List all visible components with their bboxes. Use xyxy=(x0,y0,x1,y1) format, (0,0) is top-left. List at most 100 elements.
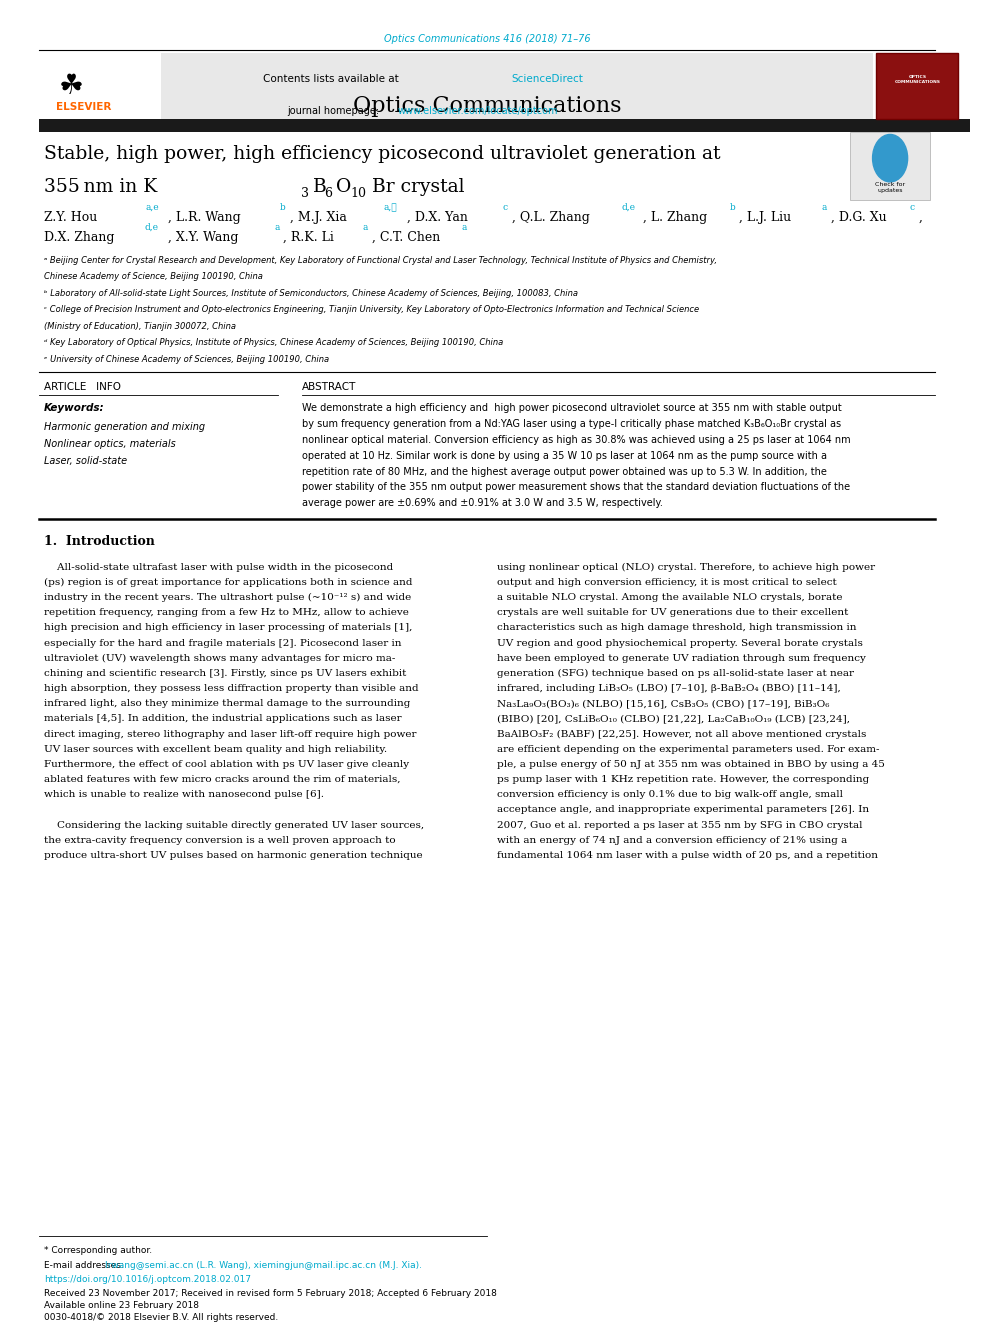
Text: , R.K. Li: , R.K. Li xyxy=(284,230,338,243)
Text: Stable, high power, high efficiency picosecond ultraviolet generation at: Stable, high power, high efficiency pico… xyxy=(44,146,720,163)
Text: 355 nm in K: 355 nm in K xyxy=(44,177,157,196)
Text: * Corresponding author.: * Corresponding author. xyxy=(44,1245,152,1254)
Text: the extra-cavity frequency conversion is a well proven approach to: the extra-cavity frequency conversion is… xyxy=(44,836,396,844)
Text: We demonstrate a high efficiency and  high power picosecond ultraviolet source a: We demonstrate a high efficiency and hig… xyxy=(302,404,841,413)
Text: ᵉ University of Chinese Academy of Sciences, Beijing 100190, China: ᵉ University of Chinese Academy of Scien… xyxy=(44,355,329,364)
Text: ᵈ Key Laboratory of Optical Physics, Institute of Physics, Chinese Academy of Sc: ᵈ Key Laboratory of Optical Physics, Ins… xyxy=(44,339,503,347)
Text: ARTICLE   INFO: ARTICLE INFO xyxy=(44,382,121,392)
Text: ultraviolet (UV) wavelength shows many advantages for micro ma-: ultraviolet (UV) wavelength shows many a… xyxy=(44,654,395,663)
Text: , D.G. Xu: , D.G. Xu xyxy=(830,210,890,224)
Text: Considering the lacking suitable directly generated UV laser sources,: Considering the lacking suitable directl… xyxy=(44,820,424,830)
FancyBboxPatch shape xyxy=(39,119,970,132)
Text: 6: 6 xyxy=(324,187,332,200)
Text: Chinese Academy of Science, Beijing 100190, China: Chinese Academy of Science, Beijing 1001… xyxy=(44,273,263,282)
Text: c: c xyxy=(910,202,915,212)
Text: nonlinear optical material. Conversion efficiency as high as 30.8% was achieved : nonlinear optical material. Conversion e… xyxy=(302,435,850,445)
Text: average power are ±0.69% and ±0.91% at 3.0 W and 3.5 W, respectively.: average power are ±0.69% and ±0.91% at 3… xyxy=(302,499,663,508)
Text: b: b xyxy=(280,202,286,212)
Text: Keywords:: Keywords: xyxy=(44,404,104,413)
Text: D.X. Zhang: D.X. Zhang xyxy=(44,230,118,243)
Text: Received 23 November 2017; Received in revised form 5 February 2018; Accepted 6 : Received 23 November 2017; Received in r… xyxy=(44,1289,497,1298)
Text: 2007, Guo et al. reported a ps laser at 355 nm by SFG in CBO crystal: 2007, Guo et al. reported a ps laser at … xyxy=(497,820,862,830)
Text: (Ministry of Education), Tianjin 300072, China: (Ministry of Education), Tianjin 300072,… xyxy=(44,321,236,331)
Text: c: c xyxy=(503,202,508,212)
Text: generation (SFG) technique based on ps all-solid-state laser at near: generation (SFG) technique based on ps a… xyxy=(497,669,854,679)
Text: ☘: ☘ xyxy=(59,73,83,101)
Text: Optics Communications: Optics Communications xyxy=(353,95,621,116)
Text: a: a xyxy=(461,222,467,232)
Circle shape xyxy=(873,135,908,181)
Text: high absorption, they possess less diffraction property than visible and: high absorption, they possess less diffr… xyxy=(44,684,419,693)
Text: Available online 23 February 2018: Available online 23 February 2018 xyxy=(44,1301,198,1310)
Text: Laser, solid-state: Laser, solid-state xyxy=(44,456,127,466)
Text: 3: 3 xyxy=(301,187,309,200)
Text: Na₃La₉O₃(BO₃)₆ (NLBO) [15,16], CsB₃O₅ (CBO) [17–19], BiB₃O₆: Na₃La₉O₃(BO₃)₆ (NLBO) [15,16], CsB₃O₅ (C… xyxy=(497,700,829,708)
Text: Optics Communications 416 (2018) 71–76: Optics Communications 416 (2018) 71–76 xyxy=(384,34,590,44)
Text: ple, a pulse energy of 50 nJ at 355 nm was obtained in BBO by using a 45: ple, a pulse energy of 50 nJ at 355 nm w… xyxy=(497,759,885,769)
Text: industry in the recent years. The ultrashort pulse (~10⁻¹² s) and wide: industry in the recent years. The ultras… xyxy=(44,593,411,602)
Text: All-solid-state ultrafast laser with pulse width in the picosecond: All-solid-state ultrafast laser with pul… xyxy=(44,562,393,572)
Text: Nonlinear optics, materials: Nonlinear optics, materials xyxy=(44,439,176,448)
FancyBboxPatch shape xyxy=(877,53,958,119)
Text: journal homepage:: journal homepage: xyxy=(288,106,383,116)
Text: acceptance angle, and inappropriate experimental parameters [26]. In: acceptance angle, and inappropriate expe… xyxy=(497,806,869,815)
Text: (ps) region is of great importance for applications both in science and: (ps) region is of great importance for a… xyxy=(44,578,413,587)
Text: (BIBO) [20], CsLiB₆O₁₀ (CLBO) [21,22], La₂CaB₁₀O₁₉ (LCB) [23,24],: (BIBO) [20], CsLiB₆O₁₀ (CLBO) [21,22], L… xyxy=(497,714,850,724)
Text: , L.J. Liu: , L.J. Liu xyxy=(739,210,796,224)
Text: E-mail addresses:: E-mail addresses: xyxy=(44,1261,126,1270)
Text: characteristics such as high damage threshold, high transmission in: characteristics such as high damage thre… xyxy=(497,623,856,632)
FancyBboxPatch shape xyxy=(850,132,930,200)
Text: materials [4,5]. In addition, the industrial applications such as laser: materials [4,5]. In addition, the indust… xyxy=(44,714,402,724)
Text: repetition frequency, ranging from a few Hz to MHz, allow to achieve: repetition frequency, ranging from a few… xyxy=(44,609,409,618)
FancyBboxPatch shape xyxy=(39,53,161,119)
Text: Check for
updates: Check for updates xyxy=(875,181,905,193)
Text: infrared, including LiB₃O₅ (LBO) [7–10], β-BaB₂O₄ (BBO) [11–14],: infrared, including LiB₃O₅ (LBO) [7–10],… xyxy=(497,684,840,693)
Text: especially for the hard and fragile materials [2]. Picosecond laser in: especially for the hard and fragile mate… xyxy=(44,639,402,647)
Text: www.elsevier.com/locate/optcom: www.elsevier.com/locate/optcom xyxy=(398,106,558,116)
Text: , C.T. Chen: , C.T. Chen xyxy=(372,230,444,243)
Text: UV region and good physiochemical property. Several borate crystals: UV region and good physiochemical proper… xyxy=(497,639,862,647)
Text: a: a xyxy=(275,222,280,232)
Text: ELSEVIER: ELSEVIER xyxy=(56,102,111,112)
Text: BaAlBO₃F₂ (BABF) [22,25]. However, not all above mentioned crystals: BaAlBO₃F₂ (BABF) [22,25]. However, not a… xyxy=(497,729,866,738)
Text: operated at 10 Hz. Similar work is done by using a 35 W 10 ps laser at 1064 nm a: operated at 10 Hz. Similar work is done … xyxy=(302,451,827,460)
Text: repetition rate of 80 MHz, and the highest average output power obtained was up : repetition rate of 80 MHz, and the highe… xyxy=(302,467,826,476)
Text: B: B xyxy=(312,177,326,196)
Text: O: O xyxy=(336,177,351,196)
Text: conversion efficiency is only 0.1% due to big walk-off angle, small: conversion efficiency is only 0.1% due t… xyxy=(497,790,842,799)
Text: a,e: a,e xyxy=(145,202,159,212)
Text: ,: , xyxy=(919,210,923,224)
Text: a: a xyxy=(822,202,827,212)
Text: ablated features with few micro cracks around the rim of materials,: ablated features with few micro cracks a… xyxy=(44,775,401,785)
Text: , X.Y. Wang: , X.Y. Wang xyxy=(168,230,242,243)
Text: , L.R. Wang: , L.R. Wang xyxy=(168,210,244,224)
Text: UV laser sources with excellent beam quality and high reliability.: UV laser sources with excellent beam qua… xyxy=(44,745,387,754)
Text: 0030-4018/© 2018 Elsevier B.V. All rights reserved.: 0030-4018/© 2018 Elsevier B.V. All right… xyxy=(44,1312,278,1322)
Text: direct imaging, stereo lithography and laser lift-off require high power: direct imaging, stereo lithography and l… xyxy=(44,729,417,738)
Text: a suitable NLO crystal. Among the available NLO crystals, borate: a suitable NLO crystal. Among the availa… xyxy=(497,593,842,602)
Text: Furthermore, the effect of cool ablation with ps UV laser give cleanly: Furthermore, the effect of cool ablation… xyxy=(44,759,409,769)
Text: https://doi.org/10.1016/j.optcom.2018.02.017: https://doi.org/10.1016/j.optcom.2018.02… xyxy=(44,1274,251,1283)
Text: 1.  Introduction: 1. Introduction xyxy=(44,534,155,548)
Text: , Q.L. Zhang: , Q.L. Zhang xyxy=(512,210,594,224)
Text: power stability of the 355 nm output power measurement shows that the standard d: power stability of the 355 nm output pow… xyxy=(302,483,850,492)
Text: , L. Zhang: , L. Zhang xyxy=(643,210,711,224)
Text: output and high conversion efficiency, it is most critical to select: output and high conversion efficiency, i… xyxy=(497,578,836,587)
Text: have been employed to generate UV radiation through sum frequency: have been employed to generate UV radiat… xyxy=(497,654,866,663)
Text: 10: 10 xyxy=(350,187,367,200)
Text: Contents lists available at: Contents lists available at xyxy=(263,74,402,85)
Text: produce ultra-short UV pulses based on harmonic generation technique: produce ultra-short UV pulses based on h… xyxy=(44,851,423,860)
Text: d,e: d,e xyxy=(144,222,158,232)
Text: , D.X. Yan: , D.X. Yan xyxy=(407,210,472,224)
Text: d,e: d,e xyxy=(621,202,635,212)
Text: infrared light, also they minimize thermal damage to the surrounding: infrared light, also they minimize therm… xyxy=(44,700,411,708)
Text: , M.J. Xia: , M.J. Xia xyxy=(291,210,351,224)
Text: chining and scientific research [3]. Firstly, since ps UV lasers exhibit: chining and scientific research [3]. Fir… xyxy=(44,669,406,677)
Text: with an energy of 74 nJ and a conversion efficiency of 21% using a: with an energy of 74 nJ and a conversion… xyxy=(497,836,847,844)
Text: ABSTRACT: ABSTRACT xyxy=(302,382,356,392)
Text: ps pump laser with 1 KHz repetition rate. However, the corresponding: ps pump laser with 1 KHz repetition rate… xyxy=(497,775,869,785)
Text: fundamental 1064 nm laser with a pulse width of 20 ps, and a repetition: fundamental 1064 nm laser with a pulse w… xyxy=(497,851,878,860)
Text: are efficient depending on the experimental parameters used. For exam-: are efficient depending on the experimen… xyxy=(497,745,879,754)
Text: ScienceDirect: ScienceDirect xyxy=(511,74,583,85)
Text: ᶜ College of Precision Instrument and Opto-electronics Engineering, Tianjin Univ: ᶜ College of Precision Instrument and Op… xyxy=(44,306,699,314)
